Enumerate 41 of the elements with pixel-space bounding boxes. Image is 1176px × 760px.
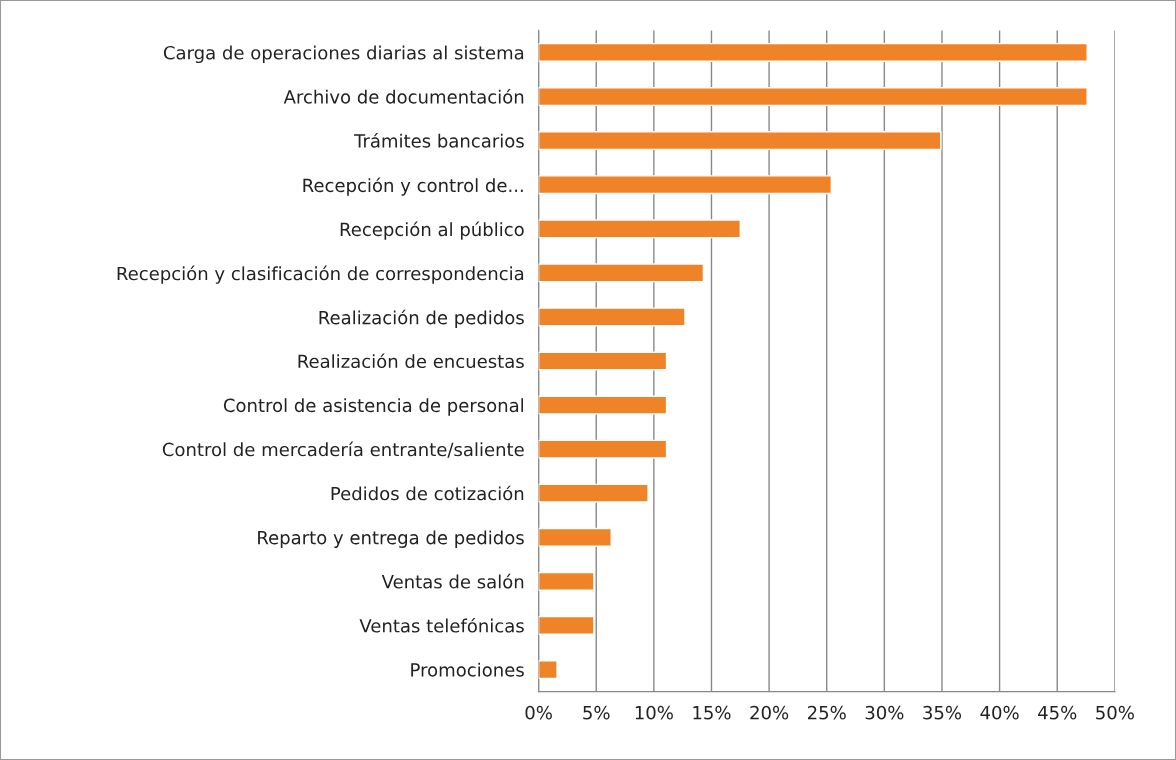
bar	[538, 87, 1088, 107]
bar	[538, 263, 705, 283]
y-tick-label: Archivo de documentación	[283, 88, 524, 104]
bar	[538, 131, 942, 151]
y-tick-label: Pedidos de cotización	[331, 485, 524, 501]
bar	[538, 571, 595, 591]
x-tick-label: 50%	[1096, 705, 1134, 720]
bar	[538, 615, 595, 635]
y-tick-label: Carga de operaciones diarias al sistema	[163, 45, 524, 64]
x-tick-label: 10%	[635, 705, 673, 720]
x-tick-label: 30%	[865, 705, 904, 720]
bar	[538, 527, 612, 547]
bar	[538, 219, 741, 239]
y-tick-label: Recepción al público	[340, 221, 524, 240]
y-tick-label: Recepción y control de...	[303, 177, 523, 196]
x-tick-label: 25%	[807, 705, 846, 720]
bar	[538, 175, 833, 195]
bar	[538, 439, 668, 459]
y-tick-label: Promociones	[411, 662, 524, 677]
bar	[538, 395, 668, 415]
bar	[538, 42, 1088, 62]
bar	[538, 660, 558, 680]
y-tick-label: Ventas de salón	[381, 573, 524, 589]
bar	[538, 483, 649, 503]
bar	[538, 307, 686, 327]
y-tick-label: Control de mercadería entrante/saliente	[162, 441, 524, 458]
x-tick-label: 45%	[1038, 705, 1077, 720]
x-tick-label: 15%	[693, 705, 731, 720]
y-tick-label: Trámites bancarios	[354, 133, 524, 148]
y-tick-label: Reparto y entrega de pedidos	[258, 530, 524, 548]
x-tick-label: 40%	[980, 705, 1019, 720]
y-tick-label: Control de asistencia de personal	[223, 398, 524, 416]
y-tick-label: Realización de pedidos	[319, 309, 524, 328]
y-tick-label: Ventas telefónicas	[359, 617, 524, 633]
x-tick-label: 35%	[923, 705, 962, 720]
x-tick-label: 5%	[583, 705, 610, 720]
y-tick-label: Recepción y clasificación de correspondencia	[117, 265, 524, 284]
x-tick-label: 0%	[525, 705, 552, 720]
x-tick-label: 20%	[750, 705, 789, 720]
bar	[538, 351, 668, 371]
y-tick-label: Realización de encuestas	[298, 353, 524, 369]
